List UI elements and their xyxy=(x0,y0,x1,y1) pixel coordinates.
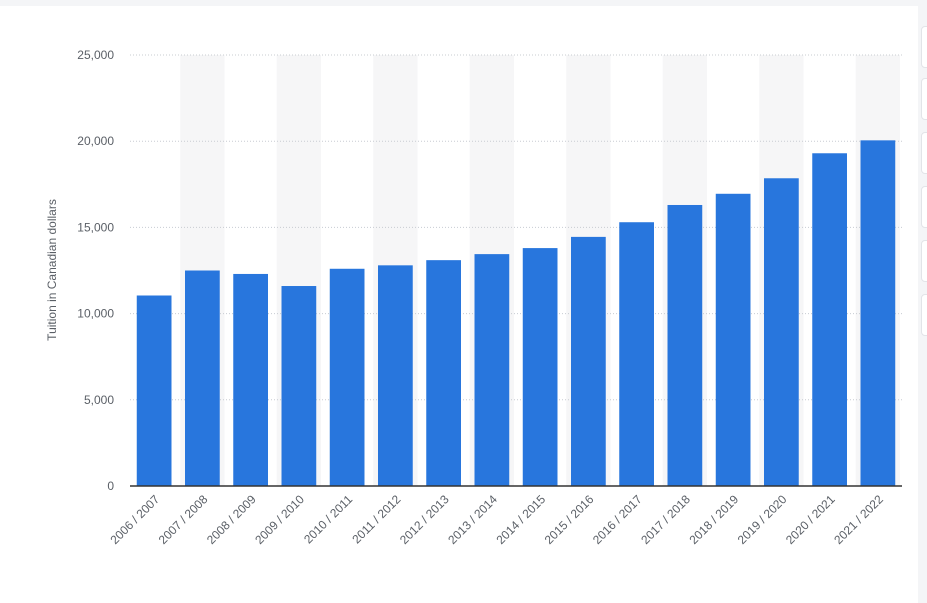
bar xyxy=(522,248,558,486)
y-tick-label: 20,000 xyxy=(77,134,114,148)
y-axis-label: Tuition in Canadian dollars xyxy=(45,199,59,341)
side-button[interactable] xyxy=(921,132,927,174)
y-tick-label: 0 xyxy=(107,479,114,493)
y-tick-label: 5,000 xyxy=(84,393,114,407)
bar xyxy=(329,268,365,486)
bar xyxy=(378,265,413,486)
y-tick-label: 25,000 xyxy=(77,48,114,62)
bar xyxy=(619,222,654,486)
bar xyxy=(571,236,606,486)
bar xyxy=(281,286,317,486)
bar xyxy=(426,260,461,486)
side-button[interactable] xyxy=(921,240,927,282)
bar xyxy=(764,178,799,487)
side-button[interactable] xyxy=(921,186,927,228)
bar xyxy=(812,153,847,486)
bar xyxy=(474,254,510,486)
bar xyxy=(667,204,703,486)
y-tick-label: 10,000 xyxy=(77,307,114,321)
side-button[interactable] xyxy=(921,294,927,336)
bar xyxy=(233,273,268,486)
side-button[interactable] xyxy=(921,26,927,68)
bar xyxy=(185,270,220,486)
side-button[interactable] xyxy=(921,78,927,120)
bar xyxy=(715,193,751,487)
bar xyxy=(136,295,172,486)
bar xyxy=(860,140,896,486)
y-tick-label: 15,000 xyxy=(77,220,114,234)
